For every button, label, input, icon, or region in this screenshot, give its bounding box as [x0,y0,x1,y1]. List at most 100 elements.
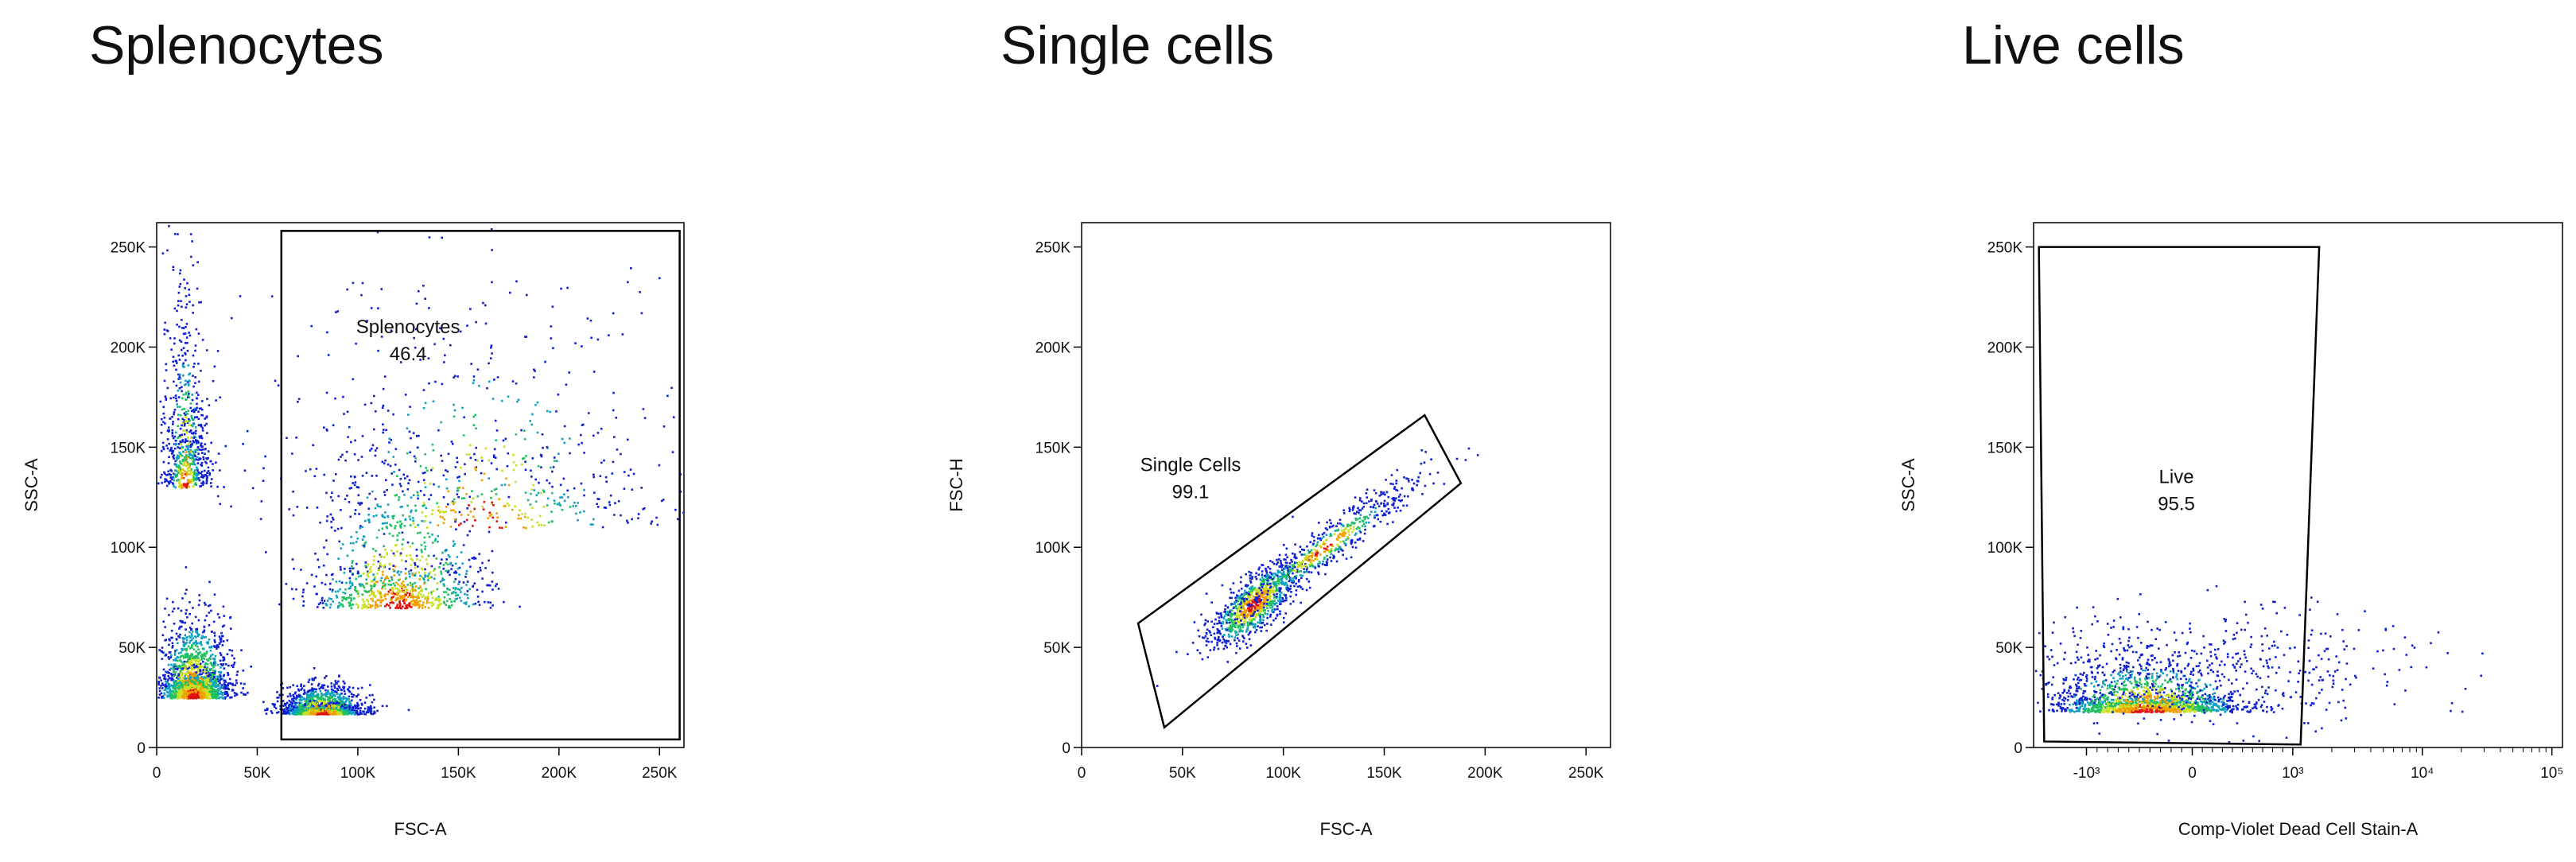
event-dot [436,582,439,584]
event-dot [208,656,212,659]
event-dot [305,696,309,698]
event-dot [188,485,190,488]
event-dot [180,436,182,438]
event-dot [603,507,606,509]
event-dot [350,713,353,716]
event-dot [371,548,375,550]
event-dot [560,287,562,290]
event-dot [396,596,399,600]
event-dot [309,693,312,695]
event-dot [174,691,177,694]
event-dot [433,568,436,570]
event-dot [437,598,440,600]
event-dot [215,690,217,693]
event-dot [439,327,441,330]
event-dot [176,697,179,699]
event-dot [441,460,444,462]
event-dot [177,680,179,682]
event-dot [220,690,223,693]
event-dot [416,602,419,604]
event-dot [324,677,326,679]
event-dot [442,583,445,585]
event-dot [175,659,177,662]
event-dot [213,678,216,681]
event-dot [341,543,344,546]
event-dot [179,656,181,659]
event-dot [169,337,172,340]
event-dot [390,592,393,595]
event-dot [520,429,523,432]
event-dot [177,464,181,467]
event-dot [395,550,398,553]
event-dot [464,603,468,605]
event-dot [174,464,177,466]
event-dot [162,406,165,409]
event-dot [359,707,362,709]
event-dot [319,689,322,693]
event-dot [206,695,209,697]
event-dot [446,571,449,573]
event-dot [186,697,188,700]
event-dot [430,592,433,596]
event-dot [197,380,200,383]
event-dot [596,338,600,341]
event-dot [314,711,317,714]
event-dot [185,440,187,443]
event-dot [173,680,176,683]
event-dot [592,523,594,526]
event-dot [216,693,219,697]
event-dot [246,429,249,433]
event-dot [191,635,193,637]
event-dot [185,336,188,339]
event-dot [414,604,416,607]
event-dot [277,711,280,713]
event-dot [662,499,665,501]
event-dot [392,602,394,604]
event-dot [477,600,480,604]
event-dot [224,684,227,687]
event-dot [192,672,194,675]
event-dot [188,334,192,337]
event-dot [190,674,193,677]
event-dot [376,604,379,606]
event-dot [577,443,580,446]
event-dot [184,621,187,624]
event-dot [458,588,461,591]
event-dot [182,688,185,690]
event-dot [195,466,198,468]
event-dot [176,362,178,364]
event-dot [185,654,188,656]
event-dot [379,592,382,595]
event-dot [282,709,286,712]
event-dot [192,312,194,314]
event-dot [383,566,385,569]
event-dot [494,419,497,422]
event-dot [544,360,546,363]
event-dot [186,616,188,619]
event-dot [569,437,571,440]
event-dot [185,655,188,658]
event-dot [390,584,392,586]
event-dot [350,607,353,610]
event-dot [369,710,371,713]
event-dot [472,415,476,418]
event-dot [350,599,352,602]
event-dot [355,577,357,580]
event-dot [206,432,208,434]
event-dot [335,594,338,597]
event-dot [475,468,477,472]
event-dot [195,685,197,687]
event-dot [380,288,383,290]
event-dot [167,470,169,473]
event-dot [205,669,208,672]
event-dot [240,691,243,694]
event-dot [180,443,182,445]
event-dot [204,452,206,455]
event-dot [301,699,303,701]
event-dot [389,601,391,604]
event-dot [295,710,297,713]
event-dot [274,707,278,709]
event-dot [190,680,193,682]
event-dot [386,526,389,530]
event-dot [353,713,356,716]
